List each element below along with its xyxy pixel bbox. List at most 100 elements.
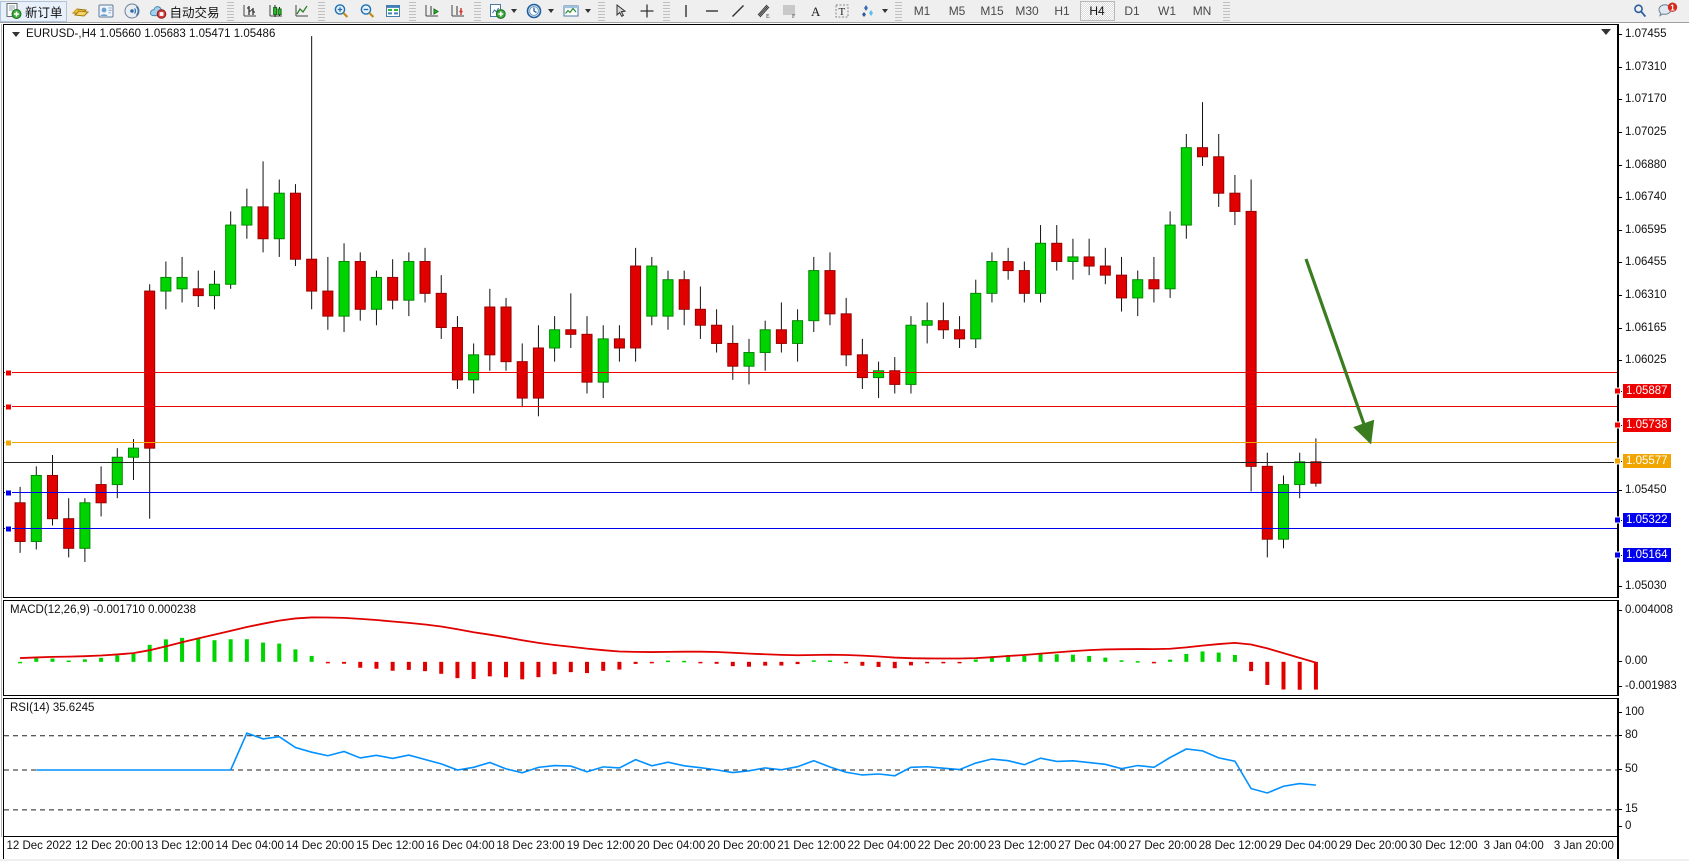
level-line-resistance-1[interactable] <box>4 369 1617 377</box>
pane-collapse-icon[interactable] <box>1601 29 1611 35</box>
price-pane[interactable]: EURUSD-,H4 1.05660 1.05683 1.05471 1.054… <box>3 24 1618 598</box>
chart-menu-caret-icon[interactable] <box>12 31 20 37</box>
macd-histogram-bar <box>714 661 719 664</box>
price-label-resistance[interactable]: 1.05738 <box>1623 417 1671 432</box>
bar-chart-button[interactable] <box>237 1 263 22</box>
macd-histogram-bar <box>1184 653 1189 662</box>
line-chart-button[interactable] <box>289 1 315 22</box>
candle-body <box>1002 260 1014 272</box>
level-handle[interactable] <box>5 489 12 497</box>
axis-tick <box>1618 327 1622 329</box>
rsi-axis[interactable]: 100 80 50 15 0 <box>1618 698 1689 837</box>
price-label-resistance[interactable]: 1.05887 <box>1623 383 1671 398</box>
level-handle[interactable] <box>5 525 12 533</box>
macd-histogram-bar <box>746 661 751 667</box>
level-handle[interactable] <box>5 369 12 377</box>
level-line-support-2[interactable] <box>4 525 1617 533</box>
macd-pane[interactable]: MACD(12,26,9) -0.001710 0.000238 <box>3 600 1618 696</box>
price-marker-handle[interactable] <box>1614 551 1621 559</box>
new-order-button[interactable]: 新订单 <box>0 0 67 22</box>
horizontal-line-icon <box>703 2 721 20</box>
chart-shift-button[interactable] <box>445 1 471 22</box>
indicators-button[interactable] <box>484 1 521 22</box>
deposit-button[interactable] <box>67 1 93 22</box>
profile-button[interactable] <box>93 1 119 22</box>
price-label-pivot[interactable]: 1.05577 <box>1623 454 1671 469</box>
horizontal-line-tool[interactable] <box>699 1 725 22</box>
price-marker-handle[interactable] <box>1614 421 1621 429</box>
timeframe-d1[interactable]: D1 <box>1124 4 1140 18</box>
timeframe-m1[interactable]: M1 <box>913 4 931 18</box>
zoom-out-button[interactable] <box>354 1 380 22</box>
rsi-pane[interactable]: RSI(14) 35.6245 <box>3 698 1618 837</box>
timeframe-m30[interactable]: M30 <box>1015 4 1039 18</box>
timeframe-w1[interactable]: W1 <box>1158 4 1177 18</box>
candle-body <box>711 324 723 344</box>
candle-body <box>808 270 820 322</box>
chevron-down-icon[interactable] <box>584 9 591 13</box>
fibonacci-tool[interactable]: F <box>777 1 803 22</box>
chevron-down-icon[interactable] <box>547 9 554 13</box>
macd-histogram-bar <box>1103 657 1108 662</box>
level-line-pivot[interactable] <box>4 439 1617 447</box>
macd-histogram-bar <box>860 661 865 666</box>
level-handle[interactable] <box>5 403 12 411</box>
timeframe-m15[interactable]: M15 <box>980 4 1004 18</box>
crosshair-tool[interactable] <box>634 1 660 22</box>
axis-tick <box>1618 826 1622 827</box>
add-indicator-icon <box>488 2 506 20</box>
time-axis-corner <box>1618 837 1689 859</box>
candlestick-chart-button[interactable] <box>263 1 289 22</box>
chat-button[interactable]: 1 <box>1653 1 1683 22</box>
macd-histogram-bar <box>892 661 897 669</box>
chevron-down-icon[interactable] <box>881 9 888 13</box>
time-axis[interactable]: 12 Dec 2022 12 Dec 20:00 13 Dec 12:00 14 De… <box>3 837 1618 859</box>
text-tool[interactable]: A <box>803 1 829 22</box>
signals-button[interactable] <box>119 1 145 22</box>
macd-axis[interactable]: 0.004008 0.00 -0.001983 <box>1618 600 1689 696</box>
periods-button[interactable] <box>521 1 558 22</box>
templates-button[interactable] <box>558 1 595 22</box>
search-button[interactable] <box>1627 1 1653 22</box>
trendline-tool[interactable] <box>725 1 751 22</box>
timeframe-h1[interactable]: H1 <box>1054 4 1070 18</box>
level-handle[interactable] <box>5 439 12 447</box>
toolbar-separator <box>226 1 234 21</box>
timeframe-m5[interactable]: M5 <box>948 4 966 18</box>
main-toolbar: 新订单 <box>0 0 1689 23</box>
chevron-down-icon[interactable] <box>510 9 517 13</box>
auto-scroll-button[interactable] <box>419 1 445 22</box>
equidistant-channel-tool[interactable]: E <box>751 1 777 22</box>
cursor-tool[interactable] <box>608 1 634 22</box>
price-marker-handle[interactable] <box>1614 387 1621 395</box>
level-line-support-1[interactable] <box>4 489 1617 497</box>
text-label-tool[interactable]: T <box>829 1 855 22</box>
price-label-support[interactable]: 1.05164 <box>1623 548 1671 563</box>
macd-histogram-bar <box>568 661 573 673</box>
candle-body <box>289 192 301 260</box>
time-axis-label: 16 Dec 04:00 <box>426 840 495 852</box>
price-label-support[interactable]: 1.05322 <box>1623 512 1671 527</box>
price-axis[interactable]: 1.07455 1.07310 1.07170 1.07025 1.06880 1.067… <box>1614 24 1689 598</box>
zoom-in-button[interactable] <box>328 1 354 22</box>
level-line-resistance-2[interactable] <box>4 403 1617 411</box>
rsi-axis-label: 80 <box>1625 728 1638 741</box>
timeframe-h4[interactable]: H4 <box>1079 1 1115 21</box>
candle-body <box>354 260 366 310</box>
vertical-line-tool[interactable] <box>673 1 699 22</box>
chart-workspace: EURUSD-,H4 1.05660 1.05683 1.05471 1.054… <box>0 24 1689 861</box>
toolbar-separator <box>317 1 325 21</box>
candle-body <box>273 192 285 240</box>
timeframe-mn[interactable]: MN <box>1192 4 1212 18</box>
candle-body <box>986 260 998 294</box>
price-marker-handle[interactable] <box>1614 516 1621 524</box>
macd-histogram-bar <box>552 661 557 675</box>
macd-histogram-bar <box>925 661 930 664</box>
price-marker-handle[interactable] <box>1614 457 1621 465</box>
data-window-button[interactable] <box>380 1 406 22</box>
autotrading-button[interactable]: 自动交易 <box>145 1 224 22</box>
shapes-tool[interactable] <box>855 1 892 22</box>
macd-histogram-bar <box>196 638 201 662</box>
line-chart-icon <box>293 2 311 20</box>
candle-body <box>468 354 480 381</box>
